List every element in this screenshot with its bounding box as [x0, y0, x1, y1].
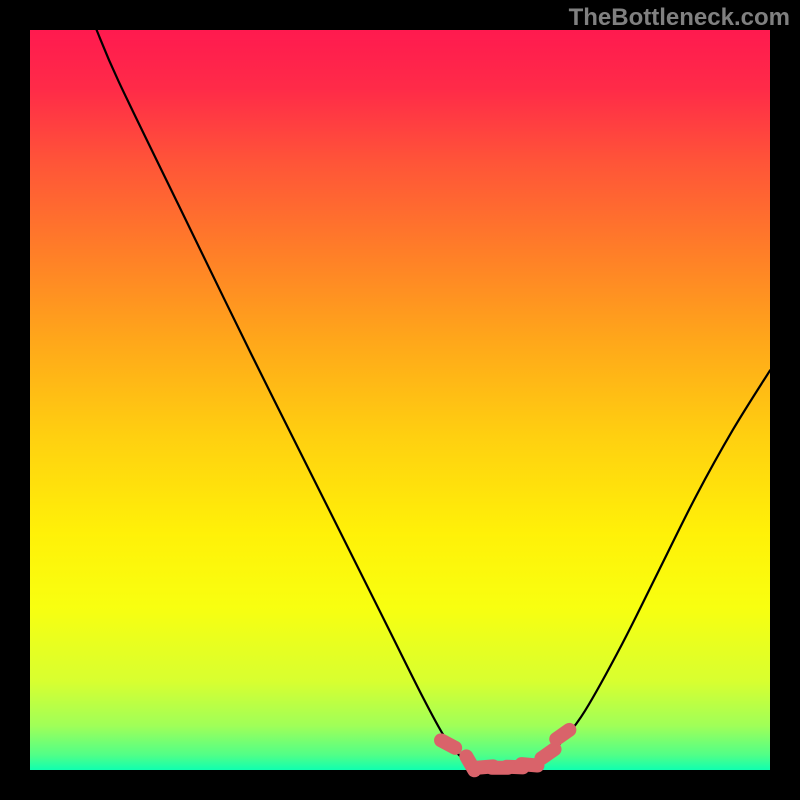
bottleneck-chart: TheBottleneck.com — [0, 0, 800, 800]
plot-background — [30, 30, 770, 770]
watermark-text: TheBottleneck.com — [569, 4, 790, 32]
chart-svg — [0, 0, 800, 800]
